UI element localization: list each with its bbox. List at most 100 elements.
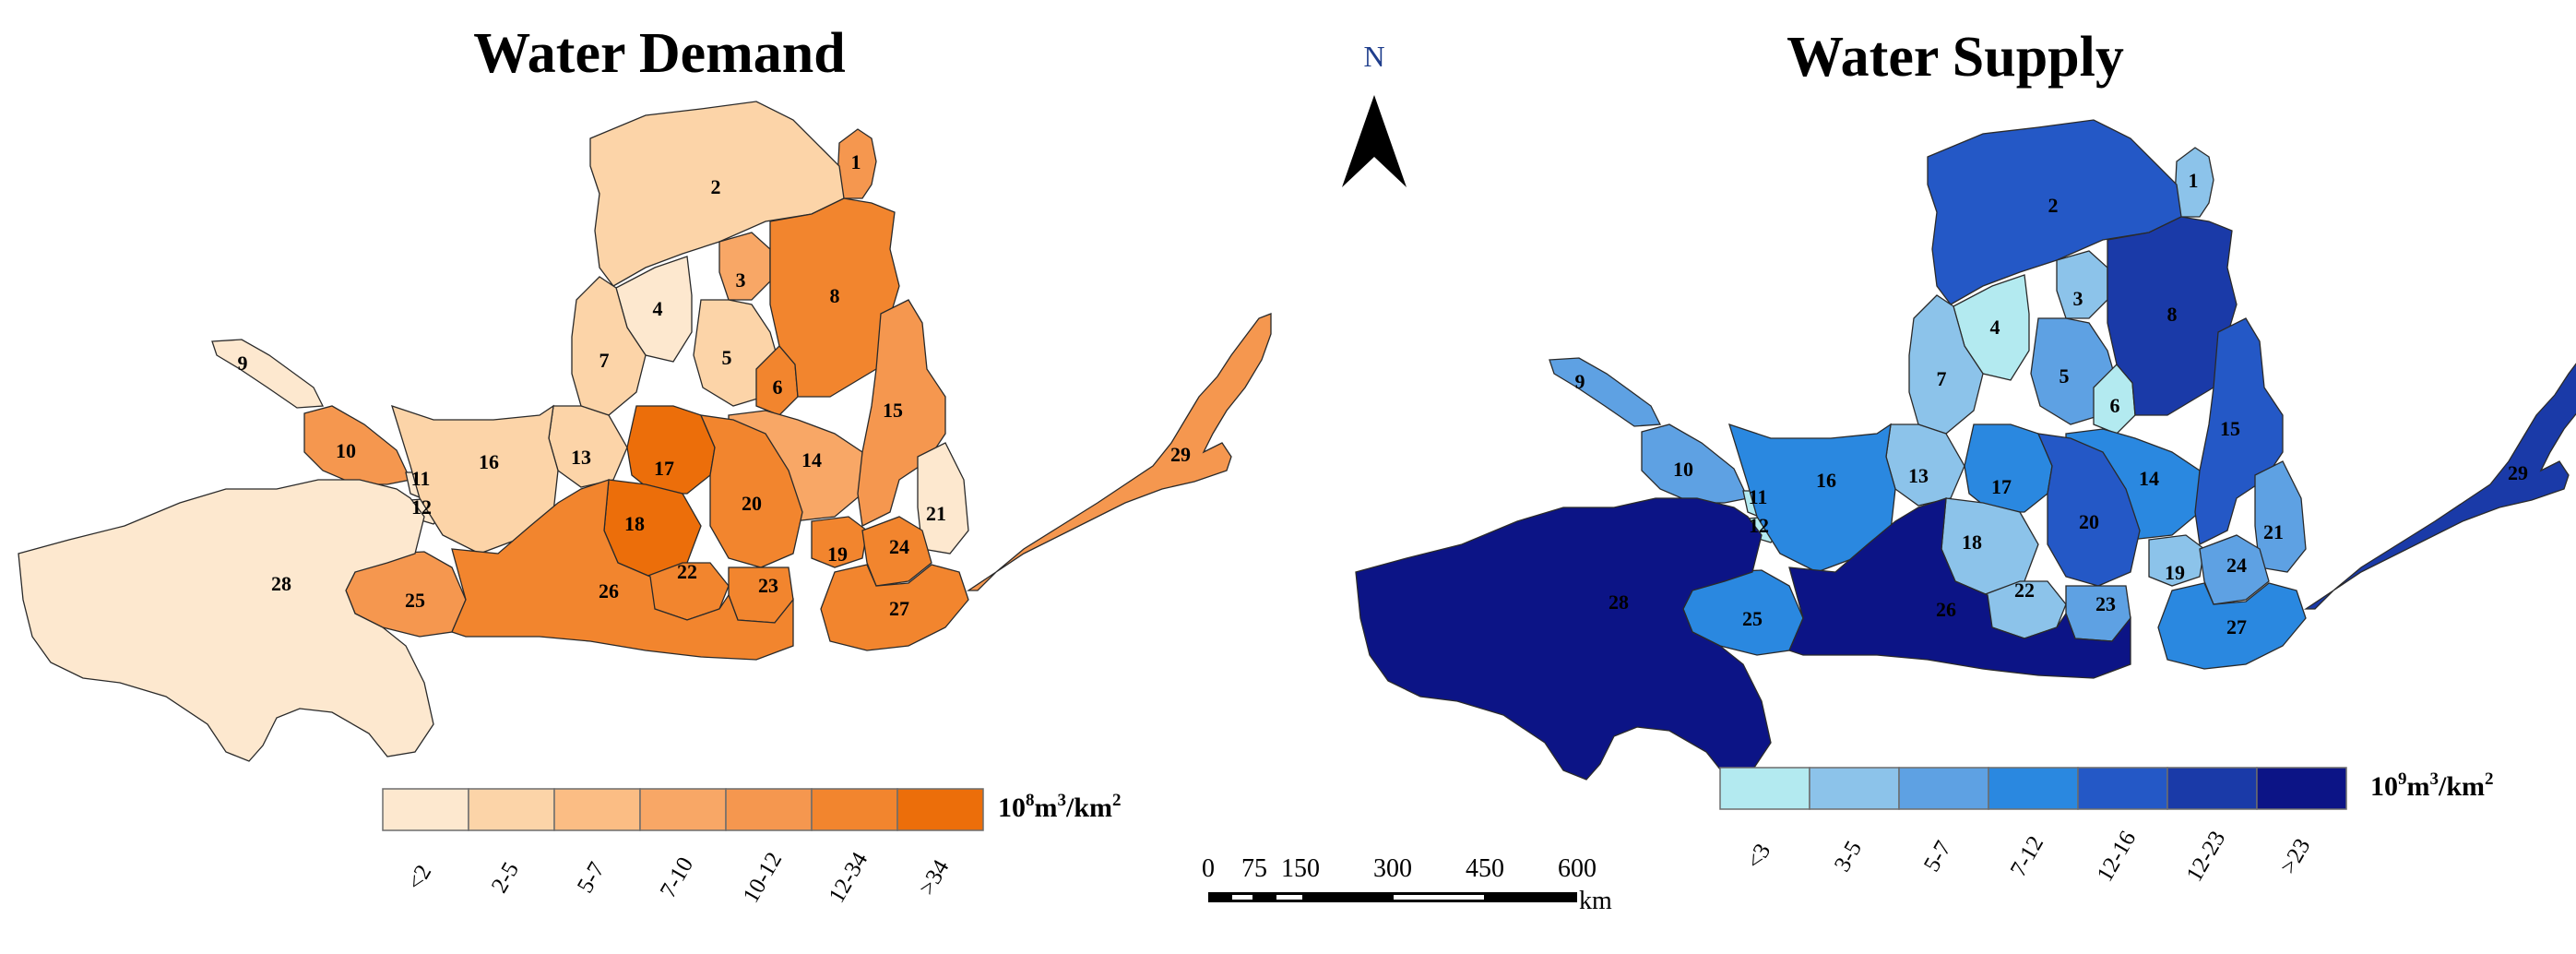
left-region-21 [917,442,969,555]
left-region-label-15: 15 [883,399,903,422]
right-region-label-15: 15 [2220,417,2240,440]
right-legend-label-3: 7-12 [2006,832,2048,881]
left-region-2 [589,101,845,287]
left-region-label-13: 13 [571,446,591,469]
left-legend-unit: 108m3/km2 [998,791,1122,823]
scale-tick-4: 450 [1466,854,1504,883]
left-region-label-4: 4 [653,297,663,320]
left-region-label-12: 12 [411,495,432,519]
right-region-label-1: 1 [2189,169,2199,192]
right-region-label-27: 27 [2226,615,2247,638]
left-region-28 [18,479,434,762]
right-region-label-3: 3 [2073,287,2083,310]
left-region-17 [626,405,716,495]
right-legend-swatch-3 [1988,767,2079,810]
left-region-7 [571,276,647,416]
right-legend-label-5: 12-23 [2182,827,2231,886]
left-region-label-2: 2 [711,175,721,198]
right-legend-label-2: 5-7 [1919,837,1956,876]
left-region-9 [211,339,325,409]
right-region-label-23: 23 [2095,592,2116,615]
left-region-20 [699,414,803,568]
left-map-title: Water Demand [473,22,846,85]
scale-bar: 0 75 150 300 450 600 km [1202,854,1612,915]
north-arrow-icon [1342,95,1407,187]
left-region-label-5: 5 [722,346,732,369]
right-map-title: Water Supply [1787,26,2124,89]
left-region-27 [820,564,969,651]
left-region-label-14: 14 [801,448,822,471]
left-region-label-24: 24 [889,535,909,558]
right-region-20 [2036,433,2141,587]
right-legend-swatch-1 [1809,767,1900,810]
left-region-label-9: 9 [238,352,248,375]
left-region-24 [861,516,932,587]
right-region-label-2: 2 [2048,194,2059,217]
right-legend-swatch-2 [1898,767,1989,810]
left-region-label-16: 16 [479,450,499,473]
right-region-label-22: 22 [2014,578,2035,602]
right-region-label-24: 24 [2226,554,2247,577]
left-region-label-17: 17 [654,457,674,480]
left-region-label-18: 18 [624,512,645,535]
left-legend-swatch-2 [553,788,641,831]
right-region-7 [1908,294,1984,435]
left-region-label-27: 27 [889,597,909,620]
left-region-label-26: 26 [599,579,619,602]
scale-unit: km [1579,887,1612,915]
right-region-label-5: 5 [2060,364,2070,388]
left-region-label-10: 10 [336,439,356,462]
right-region-label-8: 8 [2167,303,2178,326]
right-region-layer [1355,119,2576,781]
right-legend-swatch-6 [2256,767,2347,810]
scale-tick-0: 0 [1202,854,1215,883]
left-region-label-29: 29 [1170,443,1191,466]
right-legend-swatch-0 [1719,767,1810,810]
right-legend-label-6: >23 [2276,835,2316,878]
right-region-label-20: 20 [2079,510,2099,533]
left-legend-swatch-0 [382,788,469,831]
left-region-label-28: 28 [271,572,291,595]
left-region-16 [391,404,559,555]
right-region-27 [2157,582,2307,670]
right-region-21 [2254,460,2307,573]
left-region-label-1: 1 [851,150,861,173]
left-region-label-3: 3 [736,268,746,292]
right-region-label-11: 11 [1749,485,1768,508]
right-region-16 [1728,423,1896,573]
right-region-17 [1964,423,2053,513]
left-region-10 [303,405,411,485]
right-region-label-14: 14 [2139,467,2159,490]
right-region-label-7: 7 [1937,367,1947,390]
right-region-19 [2148,534,2205,587]
right-region-10 [1641,423,1749,504]
right-legend-swatch-5 [2166,767,2258,810]
scale-tick-3: 300 [1373,854,1412,883]
right-region-label-16: 16 [1816,469,1836,492]
right-region-label-6: 6 [2110,394,2120,417]
right-region-label-28: 28 [1609,590,1629,614]
north-label: N [1363,40,1384,73]
left-legend-label-6: >34 [915,855,955,900]
right-region-label-13: 13 [1908,464,1929,487]
scale-tick-1: 75 [1241,854,1267,883]
left-region-label-25: 25 [405,589,425,612]
left-legend-swatch-1 [468,788,555,831]
left-region-label-7: 7 [599,349,610,372]
left-region-label-22: 22 [677,560,697,583]
left-region-15 [857,299,946,527]
right-region-label-21: 21 [2263,520,2284,543]
right-region-29 [2303,363,2576,610]
left-region-3 [718,232,771,301]
left-region-label-6: 6 [773,376,783,399]
right-region-label-18: 18 [1962,531,1982,554]
scale-bar-graphic [1208,892,1577,902]
right-region-label-9: 9 [1575,370,1585,393]
right-region-2 [1927,119,2182,305]
right-region-label-25: 25 [1742,607,1763,630]
left-region-29 [966,313,1272,591]
left-region-label-23: 23 [758,574,778,597]
left-legend-swatch-3 [639,788,727,831]
